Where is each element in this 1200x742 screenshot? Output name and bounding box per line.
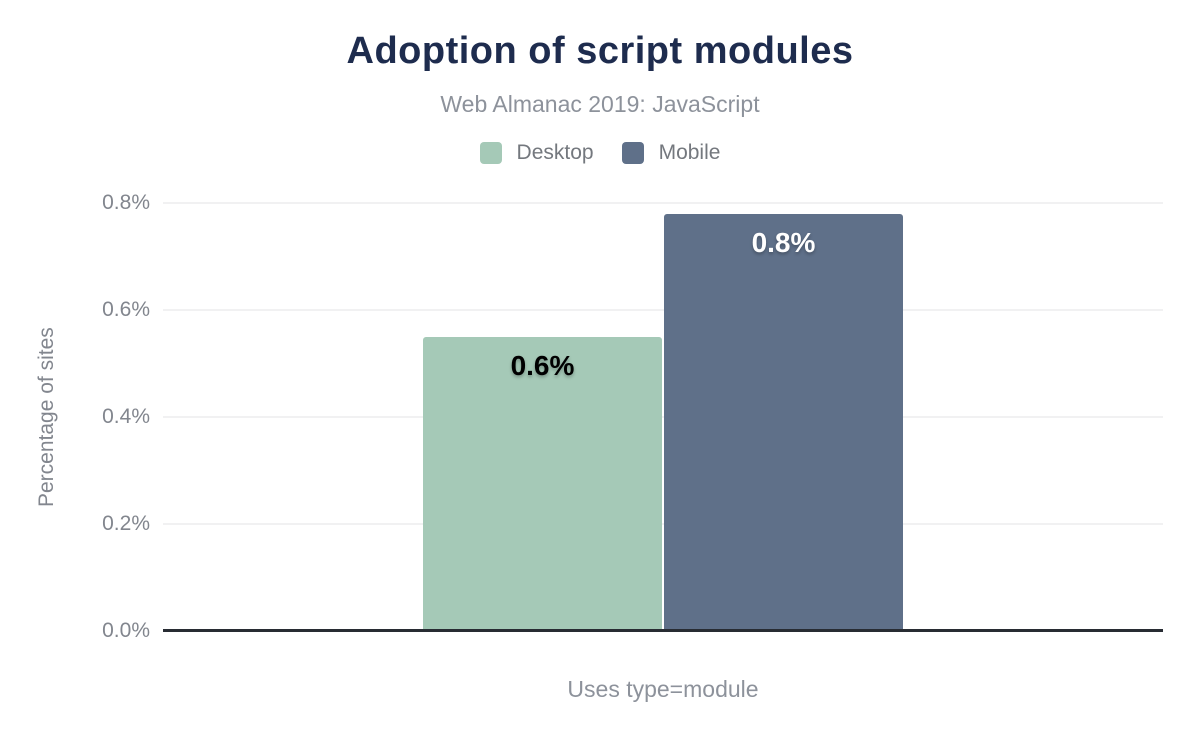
y-tick-label: 0.0% — [102, 619, 150, 642]
x-axis-title: Uses type=module — [567, 676, 759, 702]
y-tick-label: 0.4% — [102, 405, 150, 428]
bar-desktop[interactable]: 0.6% — [423, 337, 662, 631]
y-axis-ticks: 0.0% 0.2% 0.4% 0.6% 0.8% — [0, 191, 150, 642]
plot-area: 0.6% 0.8% — [163, 202, 1163, 632]
bar-data-label: 0.8% — [751, 227, 816, 258]
y-tick-label: 0.6% — [102, 298, 150, 321]
legend-item-label: Desktop — [516, 141, 594, 164]
legend-item-mobile: Mobile — [621, 141, 721, 165]
legend: Desktop Mobile — [0, 141, 1200, 165]
y-tick-label: 0.2% — [102, 512, 150, 535]
y-tick-label: 0.8% — [102, 191, 150, 214]
gridline — [163, 309, 1163, 311]
legend-item-label: Mobile — [658, 141, 721, 164]
bar-data-label: 0.6% — [510, 350, 575, 381]
gridline — [163, 202, 1163, 204]
chart-subtitle: Web Almanac 2019: JavaScript — [440, 91, 760, 117]
gridline — [163, 523, 1163, 525]
bar-mobile[interactable]: 0.8% — [664, 214, 903, 631]
x-axis-baseline — [163, 629, 1163, 632]
chart-title: Adoption of script modules — [346, 30, 854, 72]
legend-item-desktop: Desktop — [479, 141, 594, 165]
legend-swatch-icon — [621, 142, 644, 164]
gridline — [163, 416, 1163, 418]
legend-swatch-icon — [479, 142, 502, 164]
